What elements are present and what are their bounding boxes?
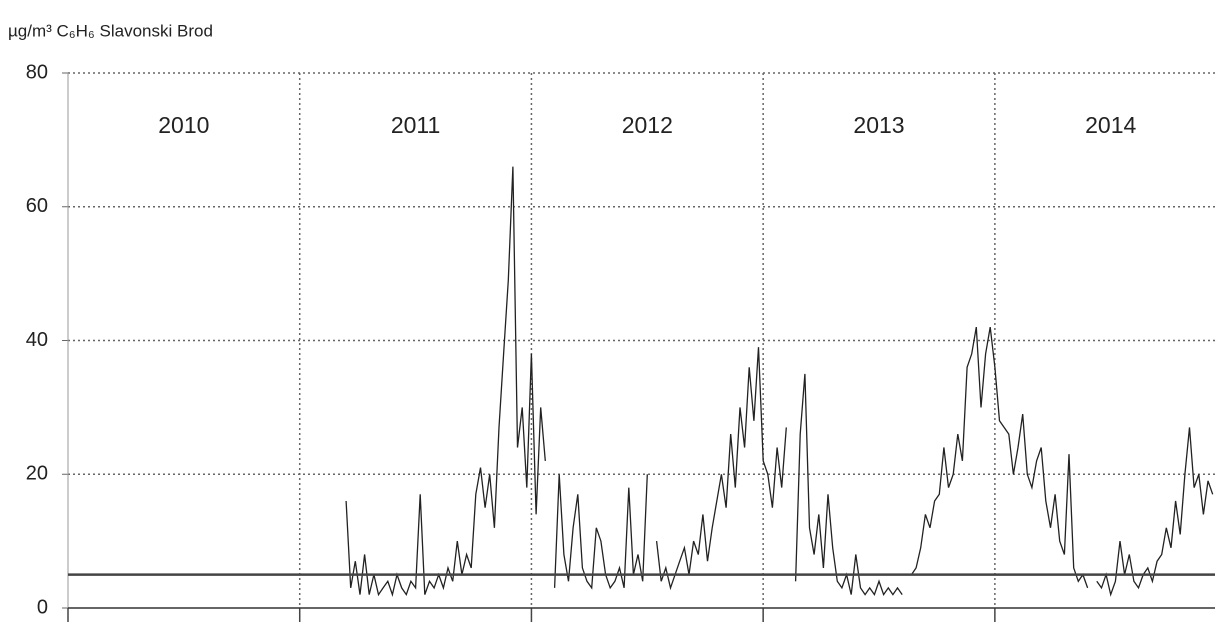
year-label: 2014 — [1085, 112, 1136, 138]
year-label: 2013 — [853, 112, 904, 138]
y-tick-label: 0 — [37, 596, 48, 618]
year-label: 2011 — [391, 112, 440, 138]
y-tick-label: 20 — [26, 463, 48, 485]
y-tick-label: 60 — [26, 195, 48, 217]
data-line — [345, 166, 1214, 597]
year-label: 2012 — [622, 112, 673, 138]
y-tick-label: 80 — [26, 61, 48, 83]
year-label: 2010 — [158, 112, 209, 138]
chart-title: µg/m³ C₆H₆ Slavonski Brod — [8, 21, 213, 40]
y-tick-label: 40 — [26, 329, 48, 351]
